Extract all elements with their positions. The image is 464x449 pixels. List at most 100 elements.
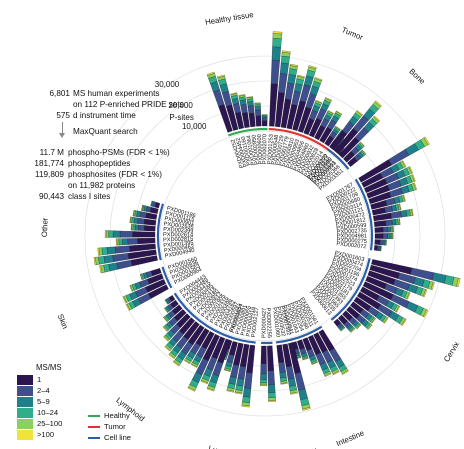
- bar-segment: [314, 77, 323, 81]
- bar-PXD000932: [314, 110, 334, 141]
- bar-segment: [373, 115, 380, 122]
- group-label: Lung: [208, 444, 227, 449]
- radial-tick-label: 10,000: [182, 122, 207, 131]
- band-lymphoid: [173, 292, 233, 339]
- legend-swatch-5: [17, 419, 33, 429]
- sample-type-bands: [156, 127, 374, 345]
- bar-segment: [93, 257, 97, 266]
- legend-title: MS/MS: [36, 363, 62, 372]
- legend-swatch-1: [17, 375, 33, 385]
- bar-PXD000964: [125, 284, 169, 311]
- bar-segment: [267, 345, 274, 372]
- bar-segment: [332, 370, 340, 375]
- bar-segment: [139, 274, 143, 281]
- bar-segment: [272, 33, 283, 39]
- dataset-label: PXD001812: [336, 217, 367, 228]
- bar-PXD002072: [373, 245, 382, 252]
- band-skin: [161, 266, 173, 289]
- bar-PXD002014: [324, 125, 341, 147]
- bar-segment: [260, 384, 267, 386]
- bar-segment: [374, 233, 384, 239]
- legend-label-5: 25–100: [37, 419, 63, 428]
- bar-segment: [101, 247, 108, 256]
- bar-segment: [246, 96, 253, 98]
- bar-segment: [230, 92, 238, 95]
- bar-PXD001767: [358, 136, 430, 183]
- band-bone: [327, 148, 350, 170]
- legend-line-tumor: [88, 426, 100, 428]
- bar-segment: [456, 277, 461, 288]
- bar-segment: [411, 208, 414, 216]
- bar-segment: [129, 285, 133, 292]
- bar-segment: [268, 400, 276, 402]
- bar-segment: [356, 324, 362, 330]
- dataset-label: PXD002399: [163, 227, 194, 235]
- bar-PXD002815: [115, 237, 156, 246]
- bar-PXD001812: [373, 208, 414, 222]
- dataset-label: PXD001395: [163, 240, 194, 249]
- bar-segment: [385, 239, 387, 246]
- bar-segment: [268, 392, 276, 398]
- bar-segment: [267, 384, 276, 393]
- bar-PXD001563: [122, 279, 167, 304]
- group-label: Other: [40, 217, 50, 237]
- bar-segment: [143, 218, 157, 226]
- bar-segment: [103, 254, 114, 264]
- dataset-label: PXD000599: [336, 223, 367, 232]
- dataset-label: PXD002735: [337, 228, 367, 236]
- legend-type-tumor: Tumor: [104, 422, 126, 431]
- dataset-label: PXD000729: [275, 135, 286, 166]
- bar-PXD002735: [374, 226, 394, 233]
- bar-segment: [281, 50, 291, 54]
- bar-segment: [149, 207, 159, 214]
- bar-segment: [162, 326, 168, 332]
- legend-line-healthy: [88, 415, 100, 417]
- bar-segment: [168, 353, 175, 359]
- group-label: Intestine: [335, 428, 366, 448]
- bar-segment: [164, 299, 169, 305]
- bar-segment: [287, 74, 297, 85]
- bar-segment: [430, 281, 435, 291]
- radial-tick-labels: 10,000 20,000 30,000 P-sites: [155, 80, 207, 131]
- bar-segment: [134, 224, 139, 231]
- bar-segment: [325, 97, 332, 102]
- bar-segment: [382, 226, 389, 233]
- bar-PXD002614: [104, 230, 156, 238]
- bar-segment: [139, 211, 147, 219]
- bar-PXD004981: [374, 233, 394, 240]
- bar-segment: [255, 115, 262, 127]
- bar-segment: [387, 233, 391, 239]
- legend-swatch-3: [17, 397, 33, 407]
- bar-segment: [335, 125, 341, 130]
- stat-sites-number: 119,809: [35, 170, 64, 179]
- bar-segment: [279, 62, 289, 75]
- bar-PXD001196: [365, 275, 411, 300]
- bar-segment: [385, 197, 396, 206]
- bar-segment: [400, 209, 408, 218]
- dataset-label: PXD001060: [271, 307, 281, 338]
- dataset-label: PXD002127: [251, 307, 260, 338]
- bar-segment: [137, 217, 145, 225]
- bar-segment: [236, 378, 245, 387]
- bar-PXD002418: [163, 313, 191, 342]
- bar-segment: [391, 233, 393, 240]
- legend-line-cellline: [88, 437, 100, 439]
- bar-segment: [119, 230, 133, 238]
- legend-label-4: 10–24: [37, 408, 59, 417]
- bar-segment: [247, 105, 255, 114]
- bar-segment: [383, 233, 388, 239]
- bar-segment: [217, 74, 225, 79]
- bar-groups: [93, 31, 461, 411]
- legend-label-2: 2–4: [37, 386, 50, 395]
- dataset-label: PXD000600: [257, 134, 265, 164]
- bar-PXD000223: [338, 115, 380, 159]
- dataset-label: PXD004981: [337, 233, 367, 239]
- dataset-label: PXD000548: [271, 134, 280, 165]
- bar-segment: [114, 245, 131, 254]
- bar-segment: [287, 378, 297, 387]
- bar-segment: [232, 103, 241, 114]
- bar-segment: [240, 104, 248, 114]
- bar-PXD001186: [150, 200, 161, 209]
- bar-PXD002704: [367, 270, 428, 298]
